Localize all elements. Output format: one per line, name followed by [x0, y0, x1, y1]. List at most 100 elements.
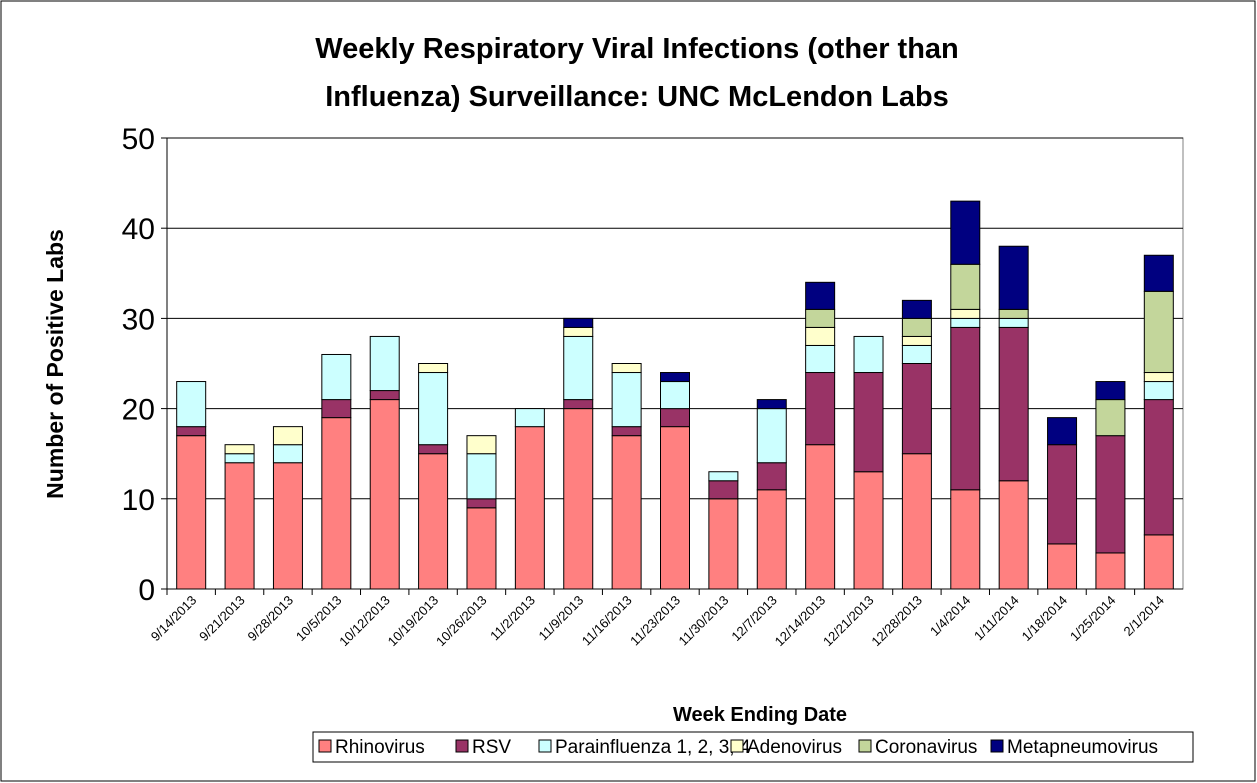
bar-segment [660, 408, 690, 428]
bar-segment [1095, 381, 1126, 401]
bar-segment [756, 462, 787, 491]
bar-segment [1047, 417, 1078, 446]
bar-segment [418, 363, 449, 374]
bar-segment [901, 344, 932, 364]
bar-segment [563, 399, 594, 410]
legend-label: Metapneumovirus [1007, 737, 1158, 758]
bar-segment [660, 372, 690, 383]
bar-segment [950, 489, 981, 590]
bar-segment [514, 426, 545, 590]
bar-segment [950, 326, 981, 491]
bar-segment [272, 444, 303, 464]
bar-segment [901, 299, 932, 319]
bar-segment [950, 308, 981, 319]
y-axis-label: Number of Positive Labs [42, 229, 68, 499]
bar-segment [950, 317, 981, 328]
bar-segment [901, 363, 932, 455]
bar-segment [1095, 399, 1126, 437]
bar-segment [756, 408, 787, 464]
legend-swatch [730, 739, 744, 753]
legend-swatch [858, 739, 872, 753]
bar-segment [708, 480, 739, 500]
bar-segment [1143, 372, 1174, 383]
bar-segment [418, 372, 449, 446]
y-tick-label: 10 [122, 484, 155, 517]
bar-segment [466, 435, 497, 455]
bar-segment [224, 453, 255, 464]
bar-segment [272, 462, 303, 590]
bar-segment [224, 444, 255, 455]
bar-segment [611, 372, 642, 428]
legend-swatch [538, 739, 552, 753]
chart-title: Weekly Respiratory Viral Infections (oth… [315, 33, 959, 65]
bar-segment [321, 417, 352, 590]
legend-swatch [455, 739, 469, 753]
y-tick-label: 0 [138, 574, 155, 607]
bar-segment [1047, 444, 1078, 545]
bar-segment [805, 372, 836, 446]
y-tick-label: 20 [122, 394, 155, 427]
bar-segment [708, 498, 739, 590]
bar-segment [805, 326, 836, 346]
legend-label: Adenovirus [747, 737, 842, 758]
y-tick-label: 50 [122, 123, 155, 156]
bar-segment [611, 363, 642, 374]
bar-segment [660, 426, 690, 590]
bar-segment [660, 381, 690, 410]
bar-segment [805, 344, 836, 374]
bar-segment [853, 471, 884, 590]
bar-segment [853, 335, 884, 374]
bar-segment [1047, 543, 1078, 590]
bar-segment [466, 453, 497, 500]
bar-segment [466, 498, 497, 509]
bar-segment [1143, 381, 1174, 401]
bar-segment [1143, 399, 1174, 536]
bar-segment [901, 453, 932, 590]
bar-segment [321, 399, 352, 419]
bar-segment [756, 489, 787, 590]
legend-label: Parainfluenza 1, 2, 3, 4 [555, 737, 751, 758]
y-tick-label: 40 [122, 213, 155, 246]
bar-segment [998, 308, 1029, 319]
bar-segment [224, 462, 255, 590]
bar-segment [563, 335, 594, 401]
bar-segment [369, 390, 400, 401]
legend-label: RSV [472, 737, 511, 758]
bar-segment [1143, 534, 1174, 590]
bar-segment [998, 480, 1029, 590]
bar-segment [176, 381, 207, 428]
bar-segment [369, 335, 400, 392]
bar-segment [1143, 290, 1174, 374]
bar-segment [514, 408, 545, 428]
bar-segment [756, 399, 787, 410]
bar-segment [1095, 435, 1126, 554]
bar-segment [563, 326, 594, 337]
bar-segment [1095, 552, 1126, 590]
bar-segment [176, 435, 207, 590]
legend-label: Rhinovirus [335, 737, 425, 758]
bar-segment [418, 444, 449, 455]
bar-segment [563, 408, 594, 590]
bar-segment [998, 317, 1029, 328]
bar-segment [998, 245, 1029, 310]
bar-segment [950, 200, 981, 265]
legend-swatch [990, 739, 1004, 753]
bar-segment [369, 399, 400, 590]
bar-segment [901, 317, 932, 337]
bar-segment [611, 435, 642, 590]
legend-swatch [318, 739, 332, 753]
bar-segment [466, 507, 497, 590]
bar-segment [901, 335, 932, 346]
legend-label: Coronavirus [875, 737, 977, 758]
y-tick-label: 30 [122, 303, 155, 336]
bar-segment [176, 426, 207, 437]
bar-segment [805, 308, 836, 328]
bar-segment [1143, 254, 1174, 292]
bar-segment [805, 444, 836, 590]
bar-segment [563, 317, 594, 328]
bar-segment [321, 353, 352, 401]
bar-segment [708, 471, 739, 482]
bar-segment [418, 453, 449, 590]
bar-segment [611, 426, 642, 437]
